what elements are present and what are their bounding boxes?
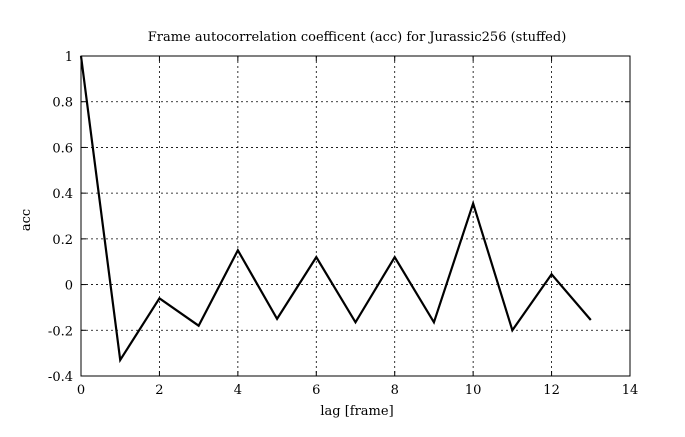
chart-title: Frame autocorrelation coefficent (acc) f…	[148, 30, 567, 45]
y-tick-label: -0.4	[48, 370, 73, 385]
x-tick-label: 2	[155, 383, 163, 398]
x-tick-label: 8	[391, 383, 399, 398]
x-tick-labels: 0 2 4 6 8 10 12 14	[77, 383, 638, 398]
grid	[81, 56, 630, 376]
x-tick-label: 6	[312, 383, 320, 398]
y-tick-label: 0.6	[52, 141, 73, 156]
x-tick-label: 4	[234, 383, 242, 398]
x-tick-label: 0	[77, 383, 85, 398]
y-tick-label: 0.8	[52, 96, 73, 111]
x-axis-label: lag [frame]	[320, 404, 393, 419]
y-tick-label: 0.4	[52, 187, 73, 202]
y-tick-label: 0.2	[52, 233, 73, 248]
y-axis-label: acc	[19, 209, 34, 231]
x-tick-label: 14	[622, 383, 639, 398]
y-tick-label: 1	[65, 50, 73, 65]
y-tick-labels: 1 0.8 0.6 0.4 0.2 0 -0.2 -0.4	[48, 50, 73, 385]
axis-ticks	[81, 56, 630, 376]
x-tick-label: 12	[543, 383, 560, 398]
plot-frame	[81, 56, 630, 376]
y-tick-label: -0.2	[48, 324, 73, 339]
x-tick-label: 10	[465, 383, 482, 398]
y-tick-label: 0	[65, 279, 73, 294]
